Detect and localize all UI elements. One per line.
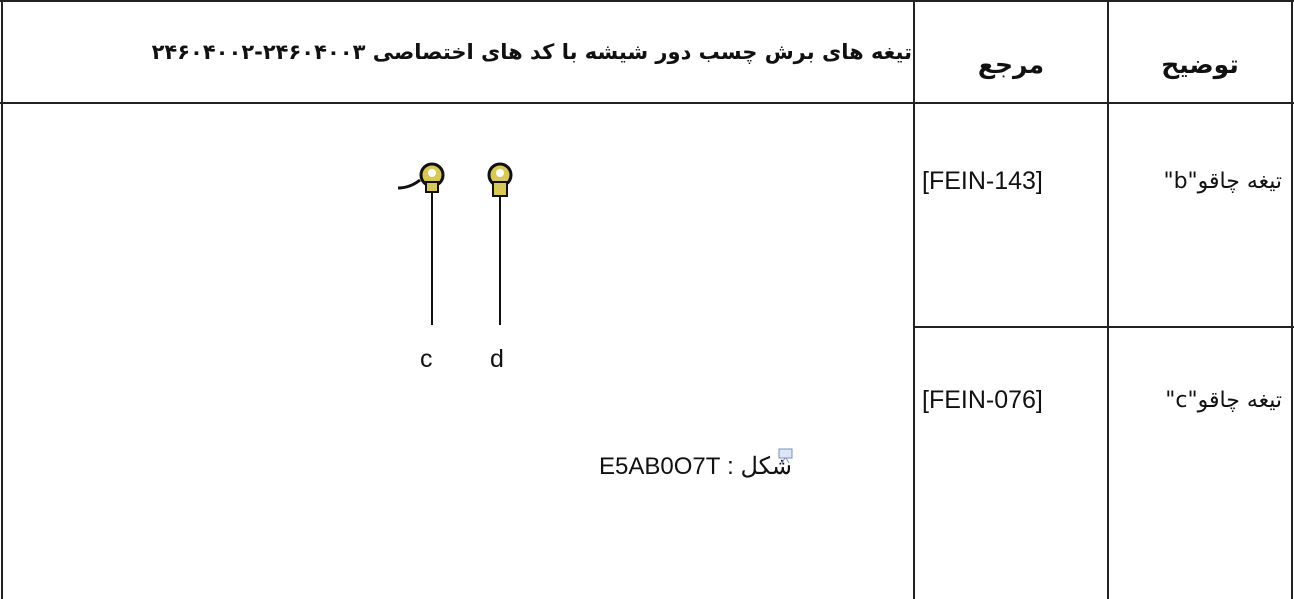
header-cell: توضیح [1161, 50, 1239, 79]
reference: [FEIN-076] [922, 386, 1043, 414]
border [1291, 0, 1293, 599]
reference: [FEIN-143] [922, 167, 1043, 195]
figure-label: d [490, 345, 504, 373]
figure [397, 162, 513, 325]
border [1, 0, 3, 599]
border [913, 0, 915, 599]
border [1107, 0, 1109, 599]
header-cell: مرجع [977, 50, 1045, 79]
description: تیغه چاقو"b" [1163, 169, 1282, 194]
border [913, 326, 1294, 328]
header-cell: تیغه های برش چسب دور شیشه با کد های اختص… [151, 40, 912, 64]
icon [778, 448, 793, 464]
border [0, 102, 1294, 104]
figure-caption: شکل : E5AB0O7T [599, 453, 792, 480]
figure-label: c [420, 345, 433, 373]
description: تیغه چاقو"c" [1165, 388, 1282, 413]
border [0, 0, 1294, 2]
